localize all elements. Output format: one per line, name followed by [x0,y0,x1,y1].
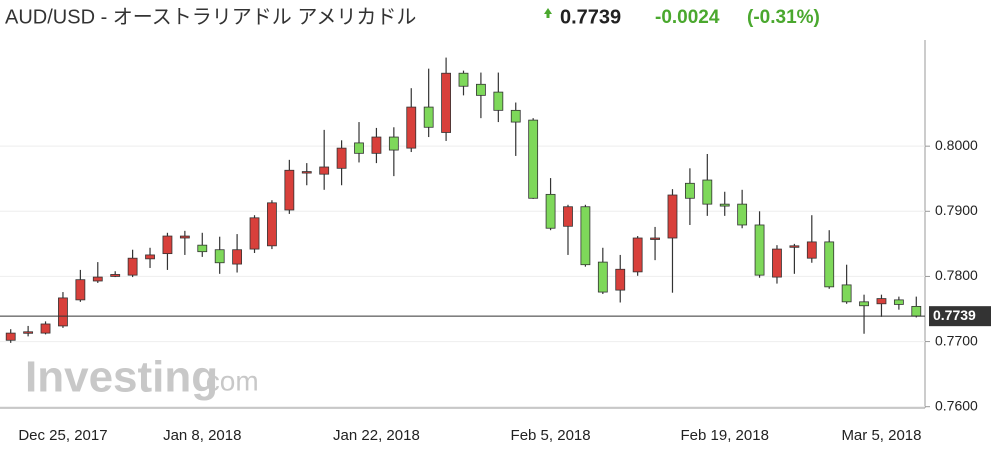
candle-body [806,241,817,259]
candle-body [5,332,16,341]
chart-title: AUD/USD - オーストラリアドル アメリカドル [5,6,416,28]
x-tick-label: Feb 19, 2018 [681,427,769,444]
candle-body [650,237,660,240]
candle-body [127,257,138,276]
candle-body [772,248,782,278]
candle-body [179,235,190,239]
x-tick-label: Mar 5, 2018 [841,427,921,444]
candle-body [23,331,34,334]
candle-body [841,284,852,303]
candle-body [214,249,225,264]
change-percent: (-0.31%) [747,7,820,28]
candle-body [441,72,451,133]
candle-body [423,106,434,128]
x-tick-label: Dec 25, 2017 [18,427,107,444]
candle-body [301,171,312,174]
y-tick-label: 0.7800 [935,267,978,283]
candle-body [754,224,765,276]
candle-body [893,299,904,305]
y-tick-label: 0.7700 [935,332,978,348]
candle-body [493,91,504,111]
candle-body [580,206,591,266]
last-price-tag [929,306,991,327]
candle-body [75,279,86,301]
candle-body [267,202,277,247]
candle-body [476,83,486,96]
candle-body [632,237,643,273]
last-price: 0.7739 [560,6,621,28]
x-tick-label: Feb 5, 2018 [511,427,591,444]
watermark: Investing [25,353,218,402]
candle-body [737,203,748,226]
y-tick-label: 0.7900 [935,202,978,218]
x-tick-label: Jan 22, 2018 [333,427,420,444]
candle-body [145,254,155,260]
candle-body [162,235,173,255]
candle-body [615,268,626,291]
candle-body [406,106,417,149]
candle-body [510,109,521,123]
y-tick-label: 0.8000 [935,137,978,153]
y-tick-label: 0.7600 [935,397,978,413]
candle-body [319,166,330,175]
candle-body [336,147,347,169]
candle-body [197,244,208,253]
candle-body [597,261,608,293]
candle-body [702,179,713,205]
x-tick-label: Jan 8, 2018 [163,427,241,444]
candle-body [789,245,800,248]
candle-body [458,72,469,87]
candle-body [58,297,68,327]
candle-body [719,203,730,207]
candle-body [284,169,295,211]
candle-body [563,206,573,227]
watermark: .com [198,365,259,396]
candle-body [232,249,243,265]
candle-body [876,298,887,305]
last-price-label: 0.7739 [933,307,976,323]
candle-body [371,136,382,154]
candle-body [859,301,869,307]
candle-body [92,276,103,282]
change: -0.0024 [655,7,720,28]
candle-body [684,182,695,199]
candle-body [388,136,399,151]
candle-body [667,194,678,239]
candle-body [824,241,835,288]
candle-body [40,323,51,334]
candle-body [545,193,556,229]
candle-body [528,119,539,199]
candle-body [911,305,922,317]
candle-body [249,217,260,250]
candle-body [110,274,121,277]
candle-body [354,142,364,154]
up-arrow-icon [544,8,552,18]
